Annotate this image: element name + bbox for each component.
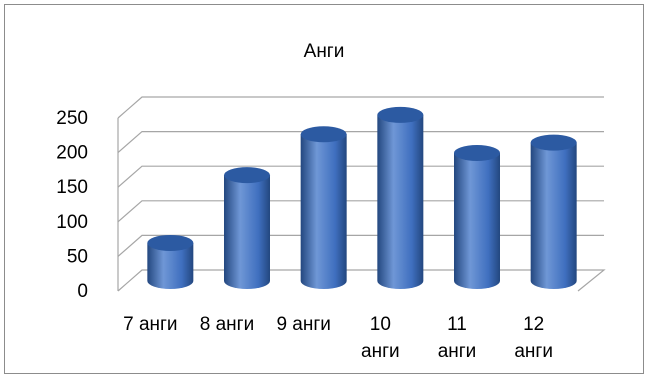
bar — [147, 234, 194, 289]
x-tick-label: анги — [514, 341, 553, 362]
x-tick-label: 8 анги — [200, 314, 254, 335]
gridline — [117, 96, 604, 119]
y-tick-label: 50 — [67, 246, 88, 267]
bars — [147, 106, 577, 289]
bar-top — [224, 167, 270, 184]
y-tick-label: 100 — [56, 212, 88, 233]
gridline — [117, 165, 604, 188]
y-tick-label: 250 — [56, 108, 88, 129]
bar-body — [530, 142, 577, 289]
bar — [300, 126, 347, 289]
bar — [454, 144, 500, 289]
gridline — [117, 200, 604, 223]
x-tick-label: 10 — [370, 314, 391, 335]
bar-body — [147, 242, 194, 289]
bar-body — [300, 134, 347, 289]
gridline — [117, 234, 604, 257]
x-tick-label: 7 анги — [123, 314, 177, 335]
bar-top — [530, 134, 577, 151]
x-tick-label: 12 — [523, 314, 544, 335]
bar-top — [377, 106, 424, 123]
gridlines — [117, 96, 606, 292]
bar — [530, 134, 577, 289]
x-tick-label: 11 — [447, 314, 467, 335]
bar-body — [224, 175, 270, 289]
y-axis-tick-labels: 0 50 100 150 200 250 — [56, 108, 88, 302]
bar — [377, 106, 424, 289]
x-tick-label: 9 анги — [276, 314, 330, 335]
bar-top — [147, 234, 194, 251]
bar-body — [377, 114, 424, 289]
x-tick-label: анги — [438, 341, 477, 362]
chart-floor — [117, 269, 606, 292]
bar-body — [454, 152, 500, 289]
bar — [224, 167, 270, 289]
bar-top — [300, 126, 347, 143]
gridline — [117, 131, 604, 154]
chart-title: Анги — [304, 41, 345, 62]
y-tick-label: 200 — [56, 143, 88, 164]
bar-top — [454, 144, 500, 161]
y-tick-label: 150 — [56, 177, 88, 198]
x-axis-tick-labels: 7 анги 8 анги 9 анги 10 анги 11 анги 12 анги — [123, 314, 553, 362]
y-tick-label: 0 — [77, 281, 88, 302]
x-tick-label: анги — [361, 341, 400, 362]
